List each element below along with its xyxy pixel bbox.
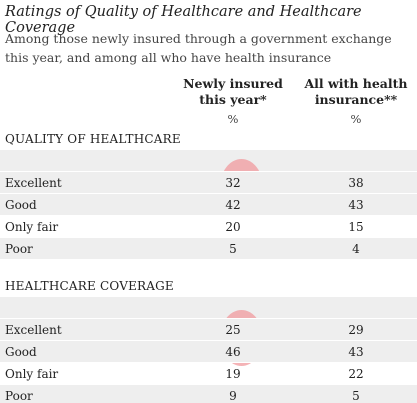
value-all-insured: 29 [348, 323, 364, 337]
column-header-newly-insured: Newly insured this year* [183, 76, 283, 107]
value-newly-insured: 32 [225, 176, 241, 190]
table-row: Only fair 19 22 [0, 362, 417, 384]
value-newly-insured: 42 [225, 198, 241, 212]
table-subtitle: Among those newly insured through a gove… [5, 31, 392, 65]
value-newly-insured: 19 [225, 367, 241, 381]
value-all-insured: 5 [352, 389, 360, 403]
value-all-insured: 38 [348, 176, 364, 190]
value-newly-insured: 46 [225, 345, 241, 359]
value-all-insured: 15 [348, 220, 364, 234]
table-title: Ratings of Quality of Healthcare and Hea… [5, 4, 362, 36]
row-label: Only fair [5, 367, 59, 381]
table-row: Excellent 25 29 [0, 318, 417, 340]
section-title-coverage: HEALTHCARE COVERAGE [5, 279, 174, 293]
table-row: Poor 9 5 [0, 384, 417, 403]
row-label: Excellent [5, 323, 62, 337]
row-label: Poor [5, 389, 33, 403]
row-label: Good [5, 198, 37, 212]
table-row: Poor 5 4 [0, 237, 417, 259]
column-unit-all-insured: % [350, 112, 362, 126]
value-all-insured: 4 [352, 242, 360, 256]
value-newly-insured: 25 [225, 323, 241, 337]
value-newly-insured: 9 [229, 389, 237, 403]
value-all-insured: 43 [348, 345, 364, 359]
column-unit-newly-insured: % [227, 112, 239, 126]
spacer-row [0, 296, 417, 318]
table-row: Good 42 43 [0, 193, 417, 215]
table-row: Excellent 32 38 [0, 171, 417, 193]
section-title-quality: QUALITY OF HEALTHCARE [5, 132, 181, 146]
row-label: Good [5, 345, 37, 359]
table-row: Good 46 43 [0, 340, 417, 362]
row-label: Only fair [5, 220, 59, 234]
row-label: Poor [5, 242, 33, 256]
table-row: Only fair 20 15 [0, 215, 417, 237]
value-newly-insured: 5 [229, 242, 237, 256]
section-header-row: QUALITY OF HEALTHCARE [0, 127, 417, 149]
column-header-all-insured: All with health insurance** [304, 76, 408, 107]
value-all-insured: 43 [348, 198, 364, 212]
value-all-insured: 22 [348, 367, 364, 381]
spacer-row [0, 149, 417, 171]
section-header-row: HEALTHCARE COVERAGE [0, 274, 417, 296]
row-label: Excellent [5, 176, 62, 190]
value-newly-insured: 20 [225, 220, 241, 234]
